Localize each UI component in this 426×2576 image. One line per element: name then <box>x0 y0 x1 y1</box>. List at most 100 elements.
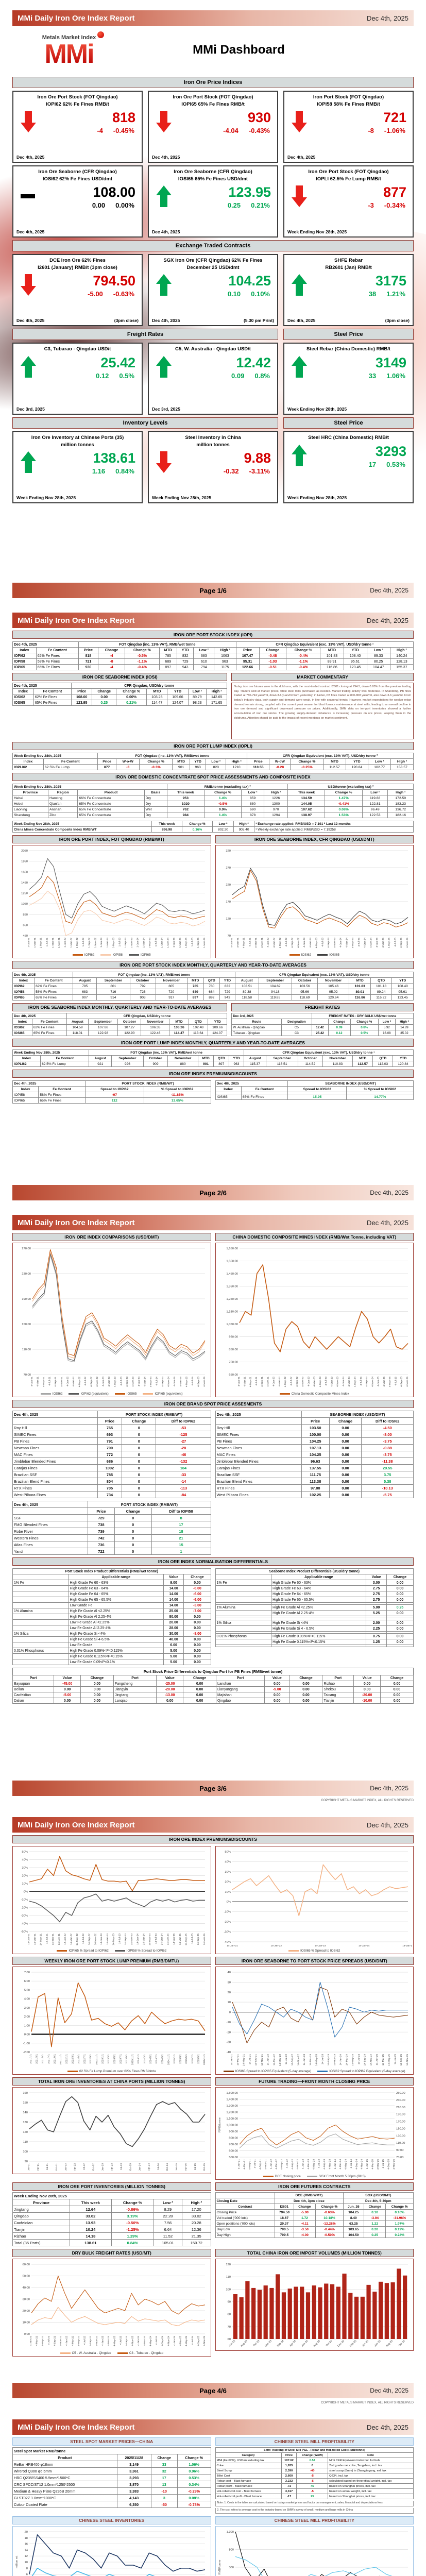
table-cell: 107.13 <box>301 1444 330 1451</box>
card-subtitle: IOSI65 65% Fe Fines USD/dmt <box>178 176 248 182</box>
table-cell: -6.00 <box>183 1585 211 1591</box>
bar <box>396 2268 401 2339</box>
svg-text:14-Jul-23: 14-Jul-23 <box>321 2054 324 2064</box>
table-cell: Applicable range <box>271 1574 367 1580</box>
up-arrow-icon <box>292 274 307 296</box>
CHINESE STEEL MILL PROFITABILITY-svg: -700-2003008001,300RMB/tonne23-Sep-2123-… <box>218 2531 408 2576</box>
table-row: Week Ending Nov 28th, 2025 <box>12 2192 211 2199</box>
table-cell <box>215 1591 272 1597</box>
svg-text:4-Jan-24: 4-Jan-24 <box>342 1377 345 1386</box>
table-cell: 2,390 <box>281 2468 297 2473</box>
table-cell: 705 <box>97 1484 123 1492</box>
table-cell: Change <box>97 647 126 653</box>
section-steel-spot: STEEL SPOT MARKET PRICES—CHINA <box>12 2437 211 2446</box>
table-row: Dec 4th, 2025 CFR Qingdao, USD/dry tonne <box>12 1013 228 1019</box>
page-3: MMi Daily Iron Ore Index Report Dec 4th, … <box>0 1205 426 1807</box>
CHINA DOMESTIC COMPOSITE MINES INDEX (RMB/Wet Tonne, including VAT)-svg: 650.00750.00850.00950.001,050.001,150.00… <box>226 1247 409 1387</box>
table-cell <box>12 1614 69 1620</box>
svg-text:Feb-25: Feb-25 <box>349 2340 357 2348</box>
table-cell: Dec 3rd, 2025 <box>231 1013 312 1019</box>
table-cell: 65% Fe Fines <box>36 664 79 670</box>
table-cell: -5.00 <box>293 2209 316 2215</box>
svg-text:270: 270 <box>226 867 231 870</box>
table-row: Open positions ('000 lots) 29.37 -4.11 -12.… <box>215 2221 414 2227</box>
table-cell: 65% Fe Fines <box>31 1030 67 1036</box>
svg-text:Jun-24: Jun-24 <box>301 2340 309 2347</box>
table-cell: High Fe Grade Si 4-6.5% <box>68 1636 164 1642</box>
table-cell: 0 <box>122 1458 157 1465</box>
table-cell: 930 <box>78 664 98 670</box>
legend-item: SGX Front Month 5.30pm (RHS) <box>306 2175 366 2178</box>
svg-text:4-Nov-22: 4-Nov-22 <box>95 2336 98 2346</box>
table-cell: 1210 <box>226 764 248 770</box>
price-index-card-row: Iron Ore Port Stock (FOT Qingdao) IOPI62 … <box>12 91 414 163</box>
table-cell: 1.4% <box>203 795 242 801</box>
svg-text:1,050.00: 1,050.00 <box>226 1323 238 1326</box>
svg-text:4-Nov-22: 4-Nov-22 <box>301 1377 304 1387</box>
svg-text:14-Mar-24: 14-Mar-24 <box>142 1934 145 1945</box>
series-C3 - Tubarao - Qingdao <box>31 2275 206 2315</box>
table-cell: 80.00 <box>163 1614 184 1620</box>
table-cell: 0.00 <box>380 1681 414 1687</box>
table-cell: 12.42 <box>311 1024 329 1030</box>
table-cell: 0.00 <box>264 1692 290 1698</box>
table-cell: 0 <box>114 1541 152 1548</box>
svg-text:2023/7/1: 2023/7/1 <box>119 2054 122 2064</box>
table-cell: 114.52 <box>297 1061 323 1067</box>
svg-text:Apr-23: Apr-23 <box>111 2163 114 2171</box>
table-cell: -27 <box>156 1437 211 1445</box>
table-cell: 2.75 <box>366 1597 387 1603</box>
table-cell: Hot-rolled coil cost - Blast furnace <box>215 2488 282 2494</box>
table-cell: 0.00 <box>289 1686 323 1692</box>
table-row: IOSI62 62% Fe Fines 108.00 0.00 0.00% 103.26 1… <box>12 694 228 700</box>
table-cell: IOPLI62 <box>12 1061 41 1067</box>
table-cell: 100.00 <box>301 1431 330 1438</box>
table-cell: -13.00 <box>156 1692 184 1698</box>
svg-text:4-Mar-23: 4-Mar-23 <box>309 938 312 948</box>
card-change: -4.04 -0.43% <box>223 126 270 134</box>
table-cell: 144.05 <box>287 801 326 807</box>
table-cell: -0.41% <box>325 801 363 807</box>
table-cell: Brazilian SSF <box>12 1471 98 1478</box>
table-row: Index Fe Content August September October Nov… <box>12 977 414 984</box>
svg-text:14-Jan-21: 14-Jan-21 <box>27 1934 30 1945</box>
table-cell: 0.00 <box>264 1681 290 1687</box>
table-cell: 33 <box>150 2461 178 2468</box>
table-row: 1% Fe High Grade Fe 60 - 63% 9.00 0.00 <box>12 1580 211 1586</box>
table-cell: Value <box>163 1574 184 1580</box>
table-cell: Change % <box>125 647 160 653</box>
table-cell: Spread to IOPI62 <box>84 1086 144 1092</box>
svg-text:2023/11/1: 2023/11/1 <box>131 2054 134 2065</box>
bar <box>281 2292 286 2339</box>
table-cell: -11.85% <box>143 1092 211 1098</box>
table-cell: This week <box>151 821 182 827</box>
table-cell: 3.75 <box>361 1471 414 1478</box>
svg-text:14-Mar-23: 14-Mar-23 <box>106 1934 109 1945</box>
svg-text:4-Jan-22: 4-Jan-22 <box>272 1377 275 1386</box>
svg-text:4-Sep-23: 4-Sep-23 <box>327 938 330 948</box>
svg-text:4-Mar-22: 4-Mar-22 <box>275 2159 278 2170</box>
table-cell: Index <box>12 1055 41 1061</box>
svg-text:14-Sep-22: 14-Sep-22 <box>291 2054 294 2066</box>
svg-text:4-Mar-24: 4-Mar-24 <box>348 1377 351 1387</box>
table-cell: PORT STOCK INDEX (RMB/WT) <box>88 1501 211 1508</box>
section-mill-profitability: CHINESE STEEL MILL PROFITABILITY <box>215 2516 414 2524</box>
bar <box>233 2294 237 2339</box>
svg-text:-40: -40 <box>226 2051 230 2054</box>
table-cell <box>12 1591 69 1597</box>
up-arrow-icon <box>292 444 307 466</box>
table-cell: Value <box>353 1675 381 1681</box>
svg-text:14-Nov-22: 14-Nov-22 <box>94 1934 97 1945</box>
table-cell: PB Fines <box>215 1437 302 1445</box>
table-cell: High ² <box>387 789 414 795</box>
table-cell: 0.00 <box>329 1437 362 1445</box>
table-cell: Jingtang <box>113 1692 157 1698</box>
table-row: Contract I2601 Change Change % Jun. 26 Change… <box>215 2204 414 2210</box>
logo-tagline: Metals Market Index <box>42 35 96 41</box>
table-cell: YTD <box>189 758 207 765</box>
table-cell: September <box>88 1019 118 1025</box>
table-cell: Roy Hill <box>215 1424 302 1431</box>
series-Rebar Profit for BOF Mill <box>234 2531 381 2576</box>
table-cell: 20.28 <box>182 2219 211 2226</box>
table-row: Day Low 790.5 -3.50 -0.44% 103.65 0.20 0.19% <box>215 2226 414 2232</box>
